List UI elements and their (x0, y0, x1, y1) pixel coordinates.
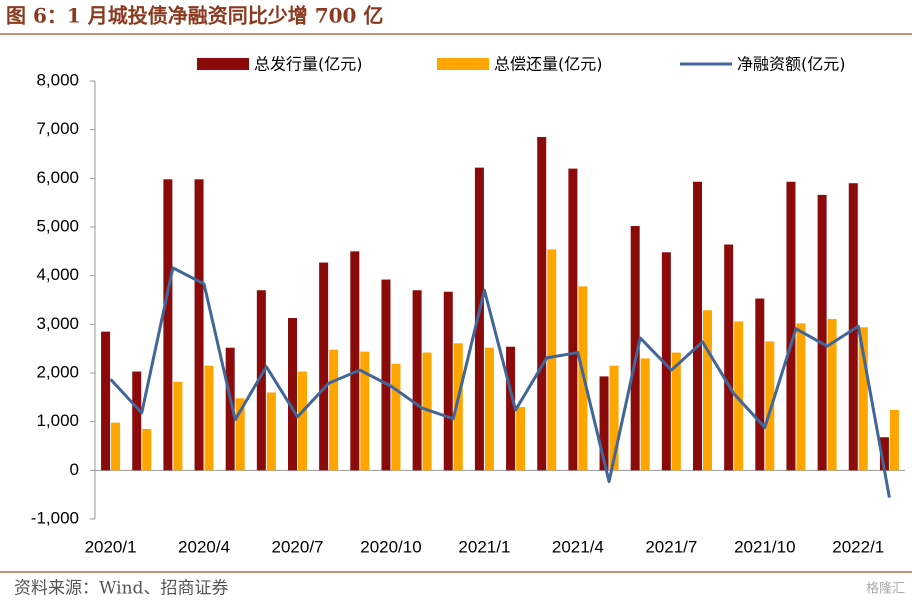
bar (256, 290, 266, 471)
y-tick-label: 2,000 (36, 362, 79, 381)
bar (111, 422, 121, 471)
bar (391, 363, 401, 471)
bar (547, 249, 557, 471)
bar (755, 298, 765, 471)
bar (568, 168, 578, 471)
bar (163, 179, 173, 471)
x-tick-label: 2021/1 (458, 537, 510, 556)
y-tick-label: 5,000 (36, 216, 79, 235)
x-tick-label: 2021/4 (552, 537, 604, 556)
bar (194, 179, 204, 471)
source: 资料来源：Wind、招商证券 (14, 579, 228, 599)
line (109, 266, 891, 498)
bar (599, 376, 609, 471)
bar (288, 318, 297, 471)
bar (101, 331, 111, 471)
y-tick-label: -1,000 (31, 508, 79, 527)
legend-swatch (197, 58, 249, 70)
bar (132, 371, 142, 471)
bar (879, 437, 889, 471)
bar (827, 318, 837, 471)
legend-label: 总偿还量(亿元) (494, 55, 603, 74)
x-tick-label: 2020/10 (360, 537, 421, 556)
bar (661, 252, 671, 471)
bar (640, 358, 650, 471)
bar (298, 371, 307, 471)
bar (443, 291, 453, 471)
x-tick-label: 2022/1 (832, 537, 884, 556)
y-tick-label: 6,000 (36, 168, 79, 187)
bar (848, 183, 858, 471)
legend-swatch (437, 58, 489, 70)
bar (796, 323, 806, 471)
bar (506, 346, 516, 471)
x-tick-label: 2020/4 (178, 537, 230, 556)
bar (858, 327, 868, 471)
bar (360, 351, 370, 471)
x-tick-label: 2020/1 (85, 537, 137, 556)
bar (484, 347, 494, 471)
bar (630, 226, 640, 471)
bar (173, 381, 183, 471)
bar (474, 167, 484, 471)
bar (422, 352, 432, 471)
bar (786, 181, 796, 471)
y-tick-label: 1,000 (36, 411, 79, 430)
bar (671, 352, 681, 471)
bar (889, 409, 899, 471)
y-tick-label: 8,000 (36, 70, 79, 89)
chart-title: 图 6：1 月城投债净融资同比少增 700 亿 (6, 4, 383, 28)
x-tick-label: 2021/7 (645, 537, 697, 556)
x-tick-label: 2021/10 (734, 537, 795, 556)
bar (453, 343, 463, 471)
bar (765, 341, 775, 471)
bar (516, 407, 526, 471)
bar (319, 262, 329, 471)
bar (693, 181, 702, 471)
bar (724, 244, 734, 471)
bar (350, 251, 360, 471)
bar (225, 347, 235, 471)
bar (734, 321, 744, 471)
x-tick-label: 2020/7 (272, 537, 324, 556)
bar (329, 349, 339, 471)
bar (703, 310, 712, 471)
bar (381, 279, 391, 471)
bar (817, 194, 827, 471)
bar (204, 365, 214, 471)
legend-label: 净融资额(亿元) (737, 55, 846, 74)
bar (609, 365, 619, 471)
legend-label: 总发行量(亿元) (254, 55, 363, 74)
y-tick-label: 0 (70, 460, 79, 479)
bar (266, 392, 276, 471)
y-tick-label: 7,000 (36, 119, 79, 138)
bar (412, 290, 422, 471)
y-tick-label: 4,000 (36, 265, 79, 284)
bar (142, 428, 152, 471)
watermark: 格隆汇 (866, 581, 905, 597)
bar (537, 136, 547, 471)
y-tick-label: 3,000 (36, 314, 79, 333)
bar (235, 398, 245, 471)
